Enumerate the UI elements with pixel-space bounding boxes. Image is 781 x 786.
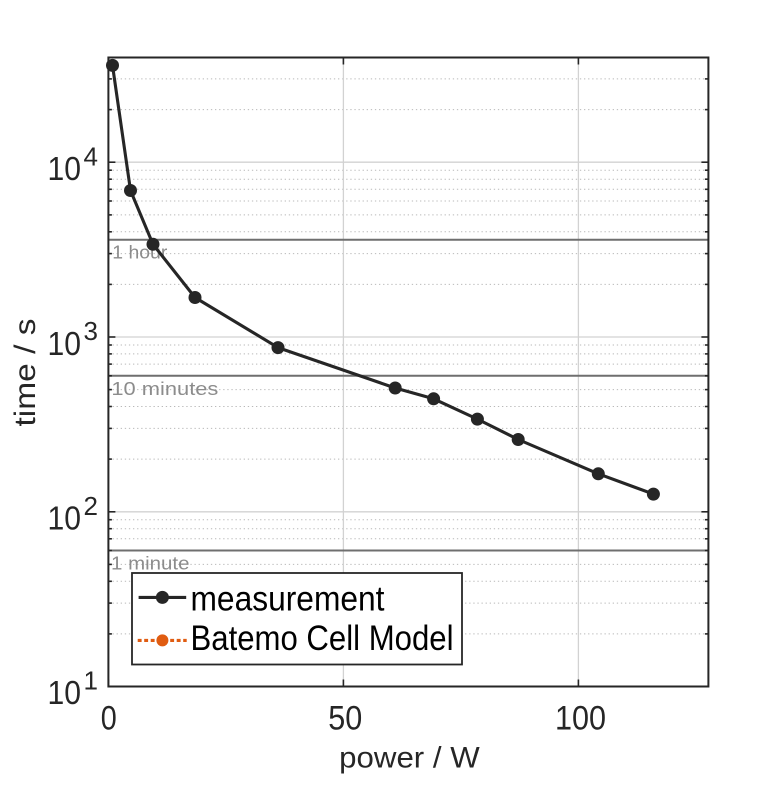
svg-text:10: 10 xyxy=(48,325,82,362)
svg-text:0: 0 xyxy=(101,700,117,738)
svg-text:10: 10 xyxy=(48,674,82,711)
svg-text:measurement: measurement xyxy=(191,579,385,618)
svg-text:50: 50 xyxy=(328,700,362,738)
svg-text:1 minute: 1 minute xyxy=(111,553,190,573)
svg-text:power / W: power / W xyxy=(339,742,480,775)
svg-text:Batemo Cell Model: Batemo Cell Model xyxy=(191,619,454,658)
svg-text:2: 2 xyxy=(84,491,98,521)
svg-text:10: 10 xyxy=(48,500,82,537)
svg-text:3: 3 xyxy=(84,316,98,346)
svg-text:100: 100 xyxy=(555,700,606,738)
svg-text:10: 10 xyxy=(48,150,82,187)
svg-text:10 minutes: 10 minutes xyxy=(111,379,218,399)
svg-text:time / s: time / s xyxy=(9,319,42,427)
svg-text:1: 1 xyxy=(84,666,98,696)
svg-text:4: 4 xyxy=(84,141,98,171)
